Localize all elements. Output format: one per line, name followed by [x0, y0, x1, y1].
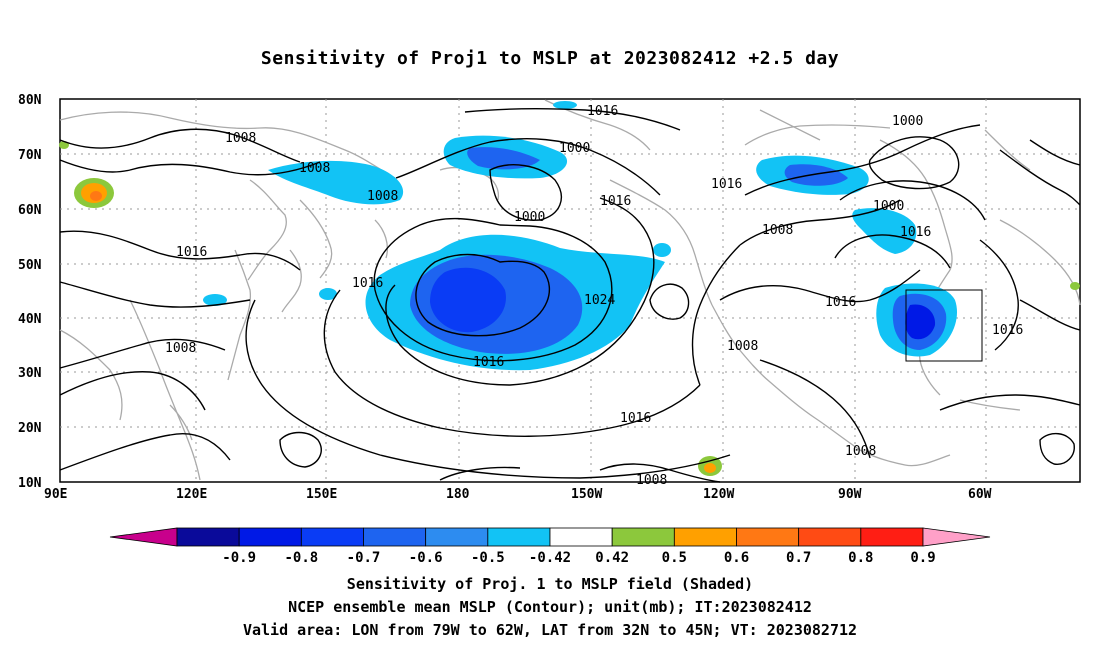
lat-tick-label: 40N	[18, 312, 42, 327]
contour-label: 1008	[225, 131, 256, 146]
lat-tick-label: 70N	[18, 148, 42, 163]
colorbar-segment	[363, 527, 427, 547]
lon-axis: 90E 120E 150E 180 150W 120W 90W 60W	[44, 487, 992, 502]
contour-label: 1016	[600, 194, 631, 209]
contour-label: 1016	[825, 295, 856, 310]
colorbar-label: 0.42	[595, 550, 629, 566]
contour-label: 1000	[559, 141, 590, 156]
contour-label: 1024	[584, 293, 615, 308]
contour-label: 1008	[845, 444, 876, 459]
colorbar-segment	[798, 527, 862, 547]
caption-line: Sensitivity of Proj. 1 to MSLP field (Sh…	[346, 575, 754, 593]
caption-line: NCEP ensemble mean MSLP (Contour); unit(…	[288, 598, 812, 616]
colorbar-label: -0.8	[284, 550, 318, 566]
lon-tick-label: 150E	[306, 487, 337, 502]
valid-area-box	[905, 289, 983, 362]
colorbar-label: 0.5	[662, 550, 687, 566]
coastlines	[59, 99, 1081, 481]
contour-label: 1008	[165, 341, 196, 356]
colorbar-label: 0.8	[848, 550, 873, 566]
contour-label: 1008	[299, 161, 330, 176]
lat-axis: 80N 70N 60N 50N 40N 30N 20N 10N	[18, 93, 42, 491]
lat-tick-label: 60N	[18, 203, 42, 218]
lat-tick-label: 10N	[18, 476, 42, 491]
contour-label: 1016	[176, 245, 207, 260]
colorbar-label: -0.6	[409, 550, 443, 566]
caption-line: Valid area: LON from 79W to 62W, LAT fro…	[242, 621, 858, 639]
contour-label: 1016	[992, 323, 1023, 338]
lat-tick-label: 80N	[18, 93, 42, 108]
colorbar-segment	[176, 527, 240, 547]
colorbar-label: 0.6	[724, 550, 749, 566]
lat-tick-label: 20N	[18, 421, 42, 436]
contour-label: 1008	[636, 473, 667, 488]
colorbar-label: -0.5	[471, 550, 505, 566]
lon-tick-label: 120W	[703, 487, 734, 502]
colorbar-segment	[860, 527, 924, 547]
figure-title: Sensitivity of Proj1 to MSLP at 20230824…	[260, 48, 840, 69]
colorbar-segment	[736, 527, 800, 547]
contour-label: 1008	[727, 339, 758, 354]
contour-label: 1000	[514, 210, 545, 225]
contour-label: 1016	[473, 355, 504, 370]
colorbar-segment	[238, 527, 302, 547]
contour-label: 1000	[892, 114, 923, 129]
lon-tick-label: 60W	[968, 487, 992, 502]
lat-tick-label: 50N	[18, 258, 42, 273]
contour-label: 1016	[587, 104, 618, 119]
mslp-contours	[59, 108, 1081, 483]
colorbar-segment	[300, 527, 364, 547]
colorbar-label: -0.7	[347, 550, 381, 566]
colorbar: -0.9 -0.8 -0.7 -0.6 -0.5 -0.42 0.42 0.5 0.6 0.7 0.…	[109, 527, 991, 566]
contour-label: 1000	[873, 199, 904, 214]
colorbar-label: -0.9	[222, 550, 256, 566]
contour-labels: 1016 1008 1008 1008 1016 1000 1016 1000 …	[165, 104, 931, 488]
colorbar-label: -0.42	[529, 550, 571, 566]
colorbar-label: 0.9	[910, 550, 935, 566]
contour-label: 1016	[620, 411, 651, 426]
lon-tick-label: 120E	[176, 487, 207, 502]
colorbar-segment	[611, 527, 675, 547]
colorbar-segment	[425, 527, 489, 547]
contour-label: 1016	[711, 177, 742, 192]
contour-label: 1016	[352, 276, 383, 291]
colorbar-segment	[487, 527, 551, 547]
contour-label: 1008	[762, 223, 793, 238]
lon-tick-label: 150W	[571, 487, 602, 502]
colorbar-label: 0.7	[786, 550, 811, 566]
colorbar-segment	[673, 527, 737, 547]
lon-tick-label: 90E	[44, 487, 67, 502]
colorbar-segment	[549, 527, 613, 547]
lon-tick-label: 90W	[838, 487, 862, 502]
colorbar-arrow-high	[922, 527, 991, 547]
lat-tick-label: 30N	[18, 366, 42, 381]
figure-captions: Sensitivity of Proj. 1 to MSLP field (Sh…	[0, 573, 1100, 642]
lon-tick-label: 180	[446, 487, 470, 502]
contour-label: 1016	[900, 225, 931, 240]
contour-label: 1008	[367, 189, 398, 204]
colorbar-arrow-low	[109, 527, 178, 547]
